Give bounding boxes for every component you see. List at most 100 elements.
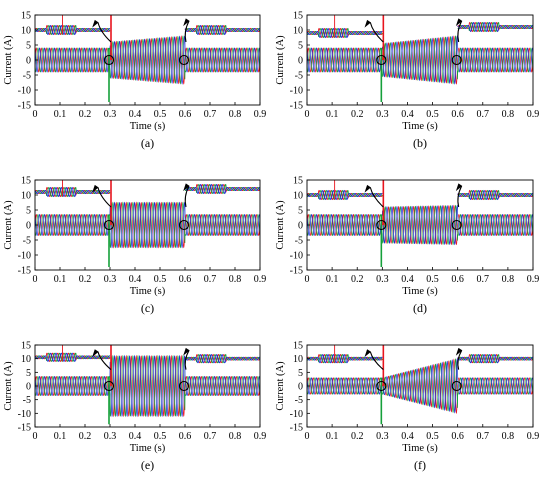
fault-end-ellipse	[451, 380, 462, 392]
y-axis-label: Current (A)	[275, 200, 286, 250]
inset-trace-phase-c	[457, 21, 533, 33]
inset-trace-phase-a	[457, 21, 533, 33]
x-tick-label: 0.6	[451, 431, 464, 442]
arrow-head	[183, 183, 190, 192]
x-tick-label: 0.9	[527, 109, 540, 120]
y-tick-label: -15	[290, 266, 303, 277]
y-tick-label: 0	[26, 382, 31, 393]
current-trace-phase-c	[307, 357, 533, 414]
zoom-arrow-left	[364, 19, 384, 43]
x-tick-label: 0.7	[204, 109, 217, 120]
y-tick-label: 5	[298, 206, 303, 217]
x-tick-label: 0	[33, 109, 38, 120]
x-tick-label: 0.1	[54, 431, 67, 442]
zoom-inset-left	[307, 189, 383, 201]
y-tick-label: -15	[18, 101, 31, 112]
x-tick-label: 0.4	[129, 431, 142, 442]
fault-start-ellipse	[103, 380, 115, 392]
zoom-arrow-left	[364, 184, 384, 208]
inset-trace-phase-a	[307, 27, 383, 39]
inset-trace-phase-b	[184, 353, 260, 364]
y-axis-label: Current (A)	[3, 200, 14, 250]
arrow-shaft	[457, 20, 463, 43]
arrow-head	[92, 19, 99, 28]
y-tick-label: -10	[18, 251, 31, 262]
zoom-arrow-right	[183, 347, 190, 370]
current-trace-phase-b	[35, 35, 260, 85]
y-axis-label: Current (A)	[275, 361, 286, 411]
x-tick-label: 0	[33, 431, 38, 442]
fault-start-ellipse	[103, 219, 115, 231]
x-tick-label: 0.8	[229, 431, 242, 442]
y-tick-label: -5	[295, 236, 303, 247]
x-tick-label: 0.3	[376, 431, 389, 442]
y-tick-label: 5	[298, 41, 303, 52]
fault-start-ellipse	[376, 54, 387, 66]
arrow-shaft	[97, 187, 112, 208]
y-tick-label: 5	[26, 41, 31, 52]
zoom-inset-left	[35, 352, 111, 363]
y-axis-label: Current (A)	[3, 361, 14, 411]
panel-label: (d)	[413, 301, 427, 315]
inset-trace-phase-a	[35, 352, 111, 363]
zoom-arrow-right	[455, 347, 463, 370]
arrow-head	[92, 349, 99, 357]
x-tick-label: 0.4	[401, 109, 414, 120]
inset-trace-phase-c	[184, 183, 260, 195]
inset-trace-phase-a	[457, 189, 533, 201]
current-trace-phase-b	[307, 204, 533, 246]
zoom-arrow-right	[183, 18, 190, 43]
fault-end-ellipse	[178, 380, 190, 392]
x-tick-label: 0.9	[527, 431, 540, 442]
fault-end-ellipse	[451, 54, 462, 66]
y-tick-label: -5	[295, 395, 303, 406]
x-tick-label: 0.2	[79, 431, 92, 442]
current-trace-phase-b	[307, 35, 533, 85]
plot-area	[307, 15, 533, 102]
zoom-arrow-left	[92, 19, 112, 43]
x-tick-label: 0.2	[79, 274, 92, 285]
x-tick-label: 0	[305, 109, 310, 120]
x-tick-label: 0.4	[401, 431, 414, 442]
x-tick-label: 0.8	[229, 274, 242, 285]
y-tick-label: 10	[21, 354, 31, 365]
x-axis-label: Time (s)	[130, 443, 166, 454]
arrow-shaft	[457, 350, 463, 370]
arrow-head	[455, 183, 463, 192]
zoom-arrow-right	[183, 183, 190, 208]
inset-trace-phase-a	[184, 183, 260, 195]
x-tick-label: 0.5	[154, 431, 167, 442]
current-trace-phase-c	[35, 354, 260, 418]
panel-e: 0 0.1 0.2 0.3 0.4 0.5 0.6 0.7 0.8 0.9 -15 -10 -5 0 5 10…	[3, 341, 266, 473]
y-tick-label: 0	[26, 221, 31, 232]
zoom-arrow-left	[92, 349, 112, 371]
arrow-shaft	[369, 187, 384, 208]
zoom-inset-right	[184, 353, 260, 364]
zoom-inset-right	[457, 189, 533, 201]
y-tick-label: 15	[21, 11, 31, 22]
current-trace-phase-c	[35, 201, 260, 249]
y-tick-label: -10	[290, 409, 303, 420]
x-tick-label: 0.1	[326, 431, 339, 442]
x-tick-label: 0	[33, 274, 38, 285]
x-tick-label: 0.2	[351, 431, 364, 442]
x-tick-label: 0.9	[254, 274, 267, 285]
inset-trace-phase-c	[307, 353, 383, 364]
inset-trace-phase-c	[307, 189, 383, 201]
panel-label: (b)	[413, 136, 427, 150]
x-tick-label: 0.6	[451, 109, 464, 120]
current-trace-phase-b	[307, 358, 533, 414]
panel-label: (e)	[141, 458, 154, 472]
current-trace-phase-b	[35, 201, 260, 249]
fault-start-ellipse	[376, 380, 387, 392]
x-tick-label: 0	[305, 274, 310, 285]
zoom-inset-right	[457, 21, 533, 33]
arrow-shaft	[369, 351, 384, 371]
plot-area	[35, 180, 260, 267]
y-tick-label: -15	[18, 266, 31, 277]
x-tick-label: 0.1	[54, 109, 67, 120]
zoom-inset-right	[184, 183, 260, 195]
arrow-head	[183, 18, 190, 27]
zoom-arrow-right	[455, 18, 463, 43]
